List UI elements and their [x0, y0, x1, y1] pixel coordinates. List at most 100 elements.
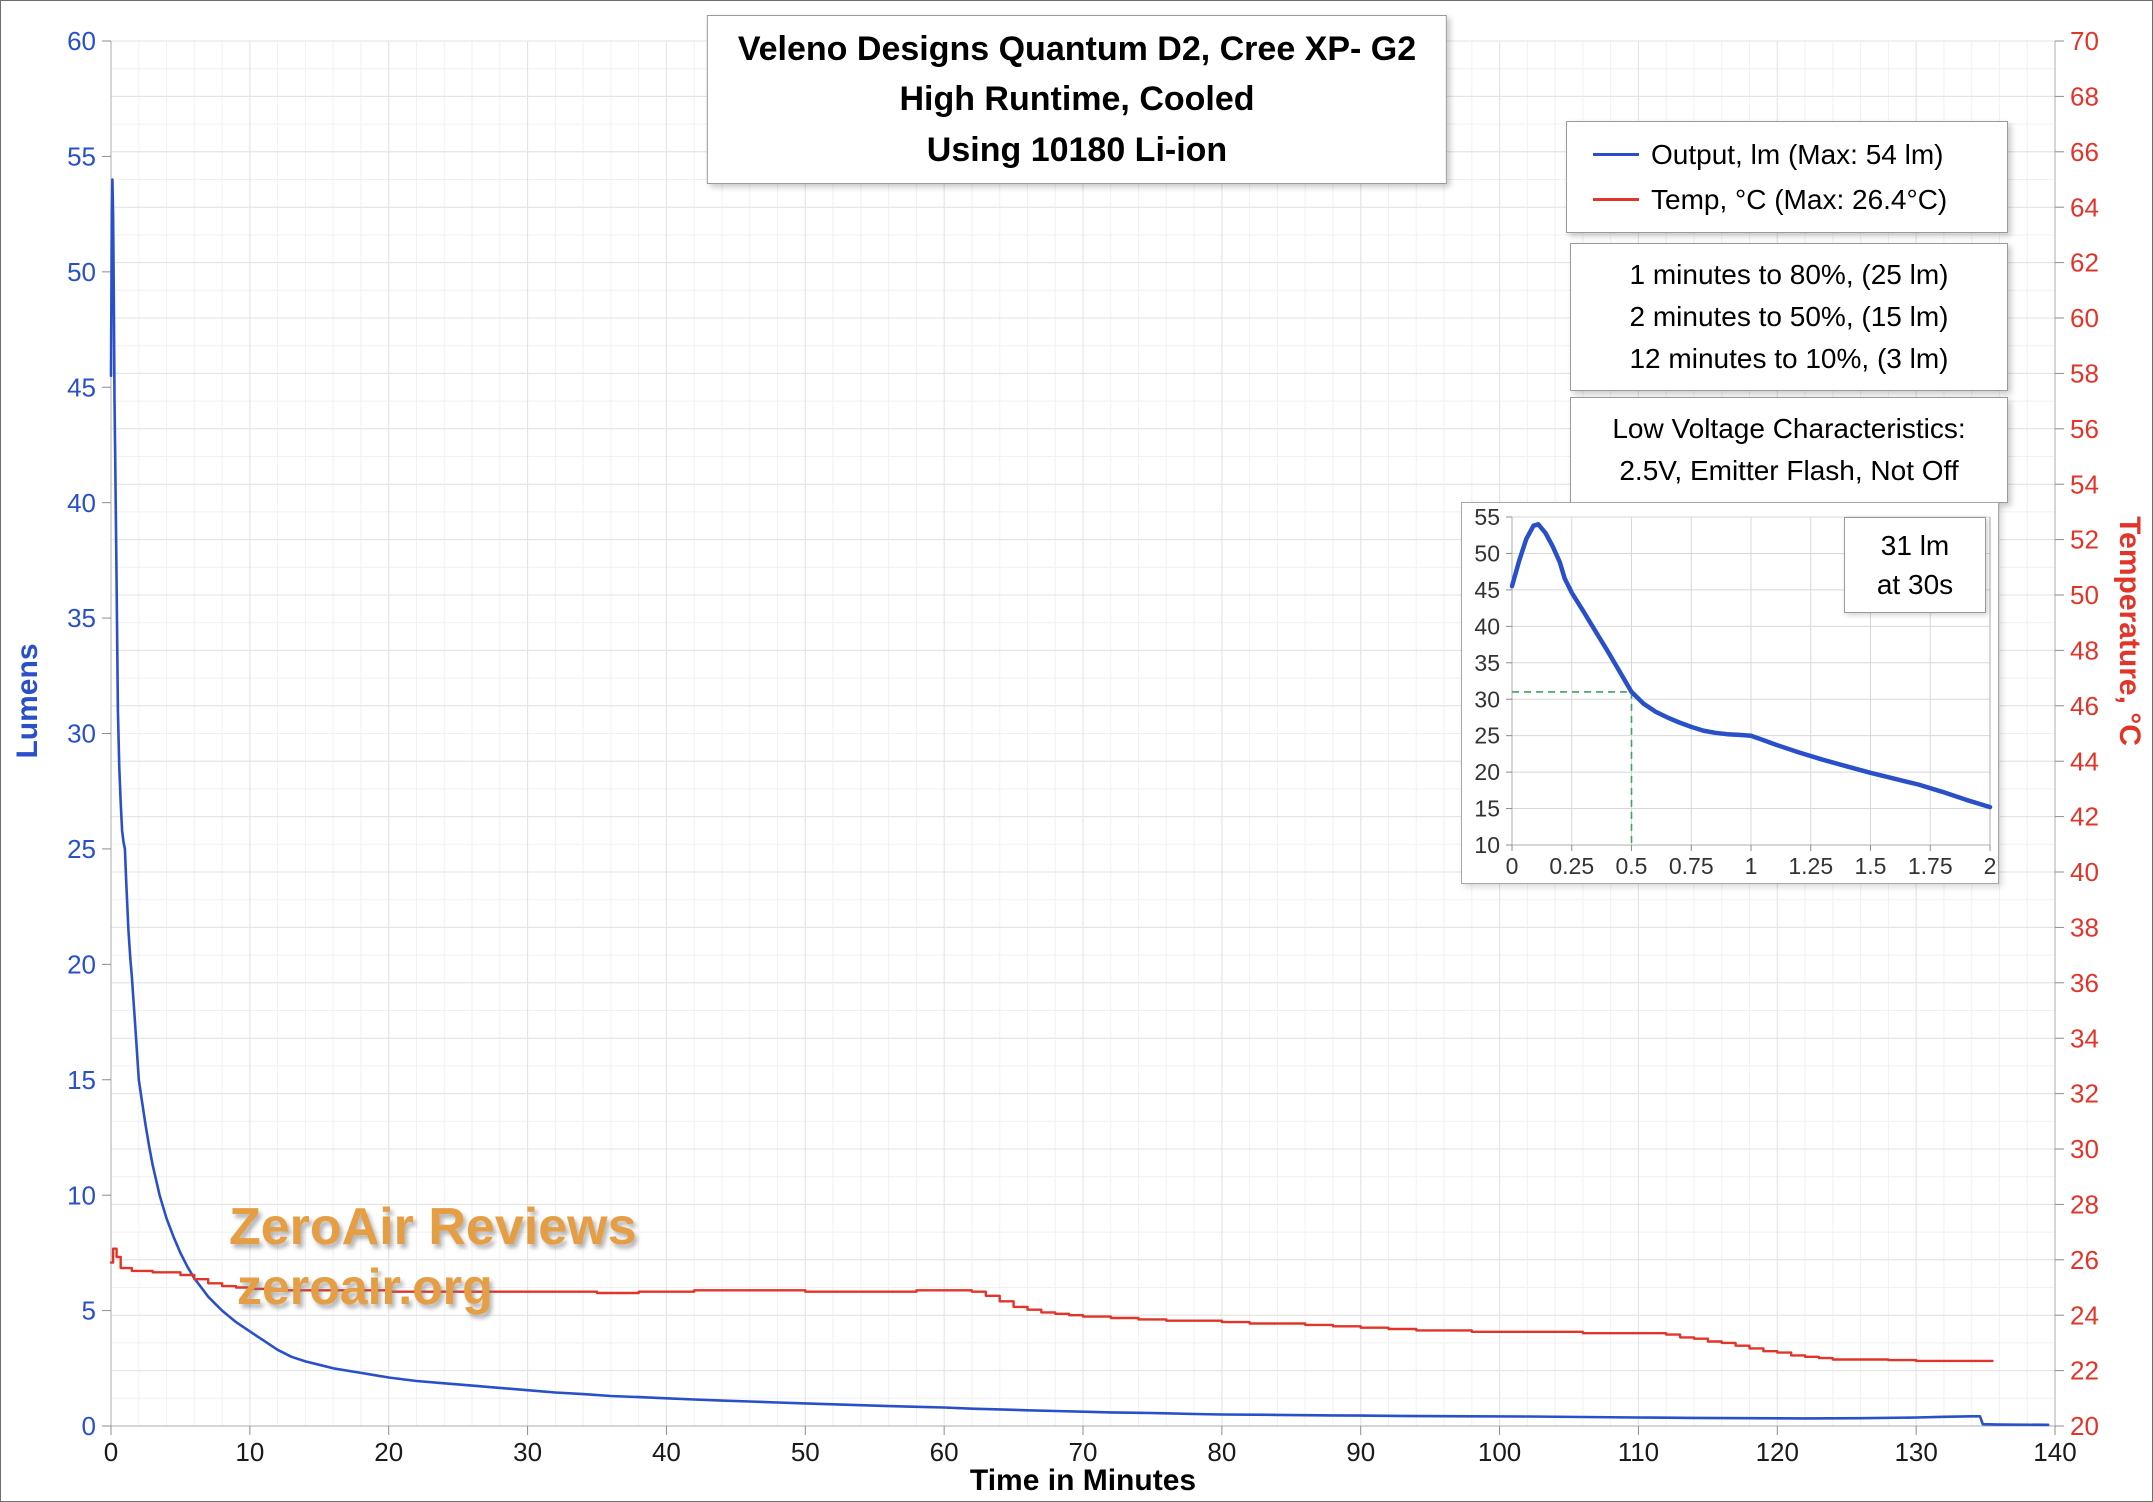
svg-text:40: 40 [1474, 613, 1500, 639]
svg-text:36: 36 [2070, 968, 2099, 998]
svg-text:0.25: 0.25 [1549, 853, 1594, 879]
svg-text:1: 1 [1745, 853, 1758, 879]
svg-text:30: 30 [67, 719, 96, 749]
chart-title-line-1: Veleno Designs Quantum D2, Cree XP- G2 [737, 30, 1417, 68]
svg-text:26: 26 [2070, 1245, 2099, 1275]
svg-text:55: 55 [67, 142, 96, 172]
runtime-line-2: 2 minutes to 50%, (15 lm) [1629, 301, 1949, 332]
watermark-line-2: zeroair.org [237, 1259, 493, 1316]
svg-text:32: 32 [2070, 1079, 2099, 1109]
inset-callout-line-2: at 30s [1876, 569, 1954, 601]
watermark: ZeroAir Reviews zeroair.org [229, 1197, 637, 1317]
low-voltage-box: Low Voltage Characteristics: 2.5V, Emitt… [1570, 397, 2008, 503]
left-axis-title: Lumens [11, 643, 44, 759]
svg-text:0.75: 0.75 [1669, 853, 1714, 879]
svg-text:66: 66 [2070, 137, 2099, 167]
svg-text:24: 24 [2070, 1300, 2099, 1330]
svg-text:46: 46 [2070, 691, 2099, 721]
inset-axes: 0 0.25 0.5 0.75 1 1.25 1.5 1.75 2 10 15 20 25 30 35 40 4… [1474, 504, 1996, 879]
legend-entry-output: Output, lm (Max: 54 lm) [1593, 132, 2007, 177]
svg-text:110: 110 [1618, 1437, 1659, 1467]
svg-text:68: 68 [2070, 82, 2099, 112]
svg-text:1.5: 1.5 [1855, 853, 1887, 879]
svg-text:0: 0 [104, 1437, 118, 1467]
inset-chart-panel: 0 0.25 0.5 0.75 1 1.25 1.5 1.75 2 10 15 20 25 30 35 40 4… [1461, 502, 1999, 884]
svg-text:52: 52 [2070, 525, 2099, 555]
svg-text:5: 5 [82, 1296, 96, 1326]
svg-text:15: 15 [67, 1065, 96, 1095]
svg-text:40: 40 [2070, 857, 2099, 887]
output-line-swatch-icon [1593, 153, 1639, 156]
runtime-line-3: 12 minutes to 10%, (3 lm) [1629, 343, 1949, 374]
svg-text:15: 15 [1474, 796, 1500, 822]
svg-text:30: 30 [2070, 1134, 2099, 1164]
chart-title-line-2: High Runtime, Cooled [899, 80, 1255, 119]
svg-text:10: 10 [67, 1180, 96, 1210]
right-axis-title: Temperature, °C [2113, 516, 2146, 746]
svg-text:80: 80 [1207, 1437, 1236, 1467]
svg-text:130: 130 [1894, 1437, 1937, 1467]
runtime-line-1: 1 minutes to 80%, (25 lm) [1629, 259, 1949, 290]
svg-text:20: 20 [67, 949, 96, 979]
svg-text:120: 120 [1756, 1437, 1799, 1467]
main-series-temp [109, 1247, 1994, 1363]
svg-text:38: 38 [2070, 913, 2099, 943]
svg-text:64: 64 [2070, 192, 2099, 222]
legend-output-label: Output, lm (Max: 54 lm) [1651, 138, 1944, 170]
svg-text:70: 70 [1069, 1437, 1098, 1467]
svg-text:48: 48 [2070, 636, 2099, 666]
temp-line-swatch-icon [1593, 198, 1639, 201]
svg-text:100: 100 [1478, 1437, 1521, 1467]
svg-text:25: 25 [67, 834, 96, 864]
svg-text:40: 40 [67, 488, 96, 518]
svg-text:30: 30 [513, 1437, 542, 1467]
svg-text:20: 20 [1474, 759, 1500, 785]
svg-text:1.75: 1.75 [1908, 853, 1953, 879]
inset-series-output [1509, 522, 1993, 810]
svg-text:50: 50 [67, 257, 96, 287]
svg-text:60: 60 [930, 1437, 959, 1467]
svg-text:56: 56 [2070, 414, 2099, 444]
chart-title-box: Veleno Designs Quantum D2, Cree XP- G2 H… [706, 15, 1448, 184]
low-voltage-line-1: Low Voltage Characteristics: [1612, 413, 1966, 444]
watermark-line-1: ZeroAir Reviews [229, 1198, 637, 1256]
svg-text:70: 70 [2070, 26, 2099, 56]
svg-text:42: 42 [2070, 802, 2099, 832]
svg-text:25: 25 [1474, 723, 1500, 749]
svg-text:62: 62 [2070, 248, 2099, 278]
svg-text:55: 55 [1474, 504, 1500, 530]
svg-text:0: 0 [1506, 853, 1519, 879]
svg-text:45: 45 [67, 372, 96, 402]
svg-text:0.5: 0.5 [1616, 853, 1648, 879]
svg-text:20: 20 [2070, 1411, 2099, 1441]
svg-text:1.25: 1.25 [1788, 853, 1833, 879]
svg-text:35: 35 [67, 603, 96, 633]
svg-text:44: 44 [2070, 746, 2099, 776]
svg-text:0: 0 [82, 1411, 96, 1441]
runtime-summary-box: 1 minutes to 80%, (25 lm) 2 minutes to 5… [1570, 243, 2008, 391]
inset-callout-box: 31 lm at 30s [1844, 517, 1986, 614]
svg-text:50: 50 [2070, 580, 2099, 610]
svg-text:22: 22 [2070, 1356, 2099, 1386]
svg-text:30: 30 [1474, 686, 1500, 712]
svg-text:35: 35 [1474, 650, 1500, 676]
svg-text:60: 60 [67, 26, 96, 56]
svg-text:58: 58 [2070, 359, 2099, 389]
legend-entry-temp: Temp, °C (Max: 26.4°C) [1593, 177, 2007, 222]
svg-text:20: 20 [374, 1437, 403, 1467]
svg-text:28: 28 [2070, 1190, 2099, 1220]
svg-text:50: 50 [1474, 540, 1500, 566]
svg-text:10: 10 [235, 1437, 264, 1467]
svg-text:34: 34 [2070, 1023, 2099, 1053]
low-voltage-line-2: 2.5V, Emitter Flash, Not Off [1619, 455, 1959, 486]
svg-text:2: 2 [1984, 853, 1997, 879]
main-series-output [109, 178, 2050, 1427]
chart-title-line-3: Using 10180 Li-ion [926, 130, 1228, 169]
svg-text:40: 40 [652, 1437, 681, 1467]
inset-callout-line-1: 31 lm [1880, 530, 1950, 561]
legend: Output, lm (Max: 54 lm) Temp, °C (Max: 2… [1566, 121, 2008, 233]
svg-text:45: 45 [1474, 577, 1500, 603]
svg-text:90: 90 [1346, 1437, 1375, 1467]
legend-temp-label: Temp, °C (Max: 26.4°C) [1651, 183, 1948, 215]
